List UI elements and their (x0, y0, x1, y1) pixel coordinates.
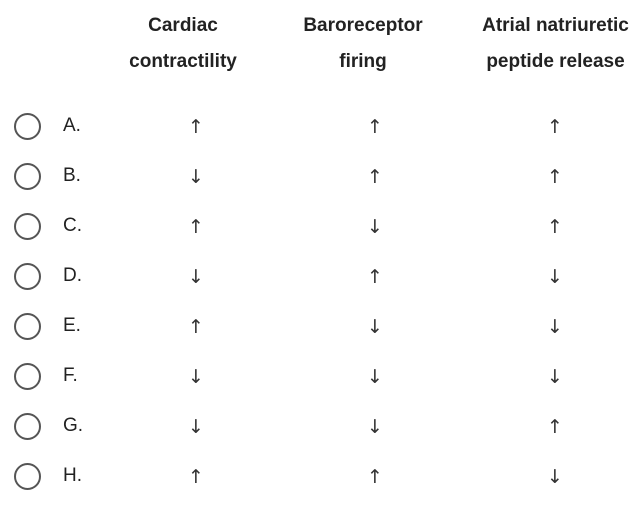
radio-button-e[interactable] (14, 313, 41, 340)
radio-button-f[interactable] (14, 363, 41, 390)
cardiac-contractility-arrow: ↓ (188, 416, 204, 438)
column-header-baroreceptor-firing: Baroreceptor firing (283, 8, 443, 80)
option-label: E. (63, 315, 81, 336)
column-header-line: contractility (129, 51, 237, 72)
anp-release-arrow: ↑ (547, 116, 563, 138)
baroreceptor-firing-arrow: ↓ (367, 216, 383, 238)
cardiac-contractility-arrow: ↓ (188, 366, 204, 388)
anp-release-arrow: ↓ (547, 366, 563, 388)
baroreceptor-firing-arrow: ↓ (367, 316, 383, 338)
option-label: B. (63, 165, 81, 186)
answer-option-h[interactable]: H. ↑ ↑ ↓ (0, 463, 635, 513)
baroreceptor-firing-arrow: ↑ (367, 116, 383, 138)
baroreceptor-firing-arrow: ↑ (367, 466, 383, 488)
radio-button-h[interactable] (14, 463, 41, 490)
radio-button-a[interactable] (14, 113, 41, 140)
anp-release-arrow: ↓ (547, 316, 563, 338)
column-header-anp-release: Atrial natriuretic peptide release (448, 8, 635, 80)
column-header-line: firing (339, 51, 387, 72)
baroreceptor-firing-arrow: ↑ (367, 266, 383, 288)
option-label: F. (63, 365, 78, 386)
radio-button-c[interactable] (14, 213, 41, 240)
option-label: H. (63, 465, 82, 486)
radio-button-g[interactable] (14, 413, 41, 440)
column-header-cardiac-contractility: Cardiac contractility (103, 8, 263, 80)
option-label: A. (63, 115, 81, 136)
answer-option-c[interactable]: C. ↑ ↓ ↑ (0, 213, 635, 263)
radio-button-d[interactable] (14, 263, 41, 290)
anp-release-arrow: ↑ (547, 216, 563, 238)
cardiac-contractility-arrow: ↑ (188, 116, 204, 138)
cardiac-contractility-arrow: ↓ (188, 266, 204, 288)
column-header-line: Cardiac (148, 15, 218, 36)
option-label: D. (63, 265, 82, 286)
answer-option-g[interactable]: G. ↓ ↓ ↑ (0, 413, 635, 463)
anp-release-arrow: ↑ (547, 416, 563, 438)
option-label: G. (63, 415, 84, 436)
answer-option-a[interactable]: A. ↑ ↑ ↑ (0, 113, 635, 163)
cardiac-contractility-arrow: ↑ (188, 466, 204, 488)
answer-option-e[interactable]: E. ↑ ↓ ↓ (0, 313, 635, 363)
anp-release-arrow: ↑ (547, 166, 563, 188)
column-header-line: peptide release (486, 51, 625, 72)
cardiac-contractility-arrow: ↑ (188, 216, 204, 238)
answer-option-f[interactable]: F. ↓ ↓ ↓ (0, 363, 635, 413)
answer-option-b[interactable]: B. ↓ ↑ ↑ (0, 163, 635, 213)
cardiac-contractility-arrow: ↑ (188, 316, 204, 338)
baroreceptor-firing-arrow: ↓ (367, 366, 383, 388)
column-header-line: Baroreceptor (303, 15, 423, 36)
radio-button-b[interactable] (14, 163, 41, 190)
answer-option-d[interactable]: D. ↓ ↑ ↓ (0, 263, 635, 313)
anp-release-arrow: ↓ (547, 466, 563, 488)
baroreceptor-firing-arrow: ↑ (367, 166, 383, 188)
anp-release-arrow: ↓ (547, 266, 563, 288)
baroreceptor-firing-arrow: ↓ (367, 416, 383, 438)
option-label: C. (63, 215, 82, 236)
column-header-line: Atrial natriuretic (482, 15, 629, 36)
cardiac-contractility-arrow: ↓ (188, 166, 204, 188)
